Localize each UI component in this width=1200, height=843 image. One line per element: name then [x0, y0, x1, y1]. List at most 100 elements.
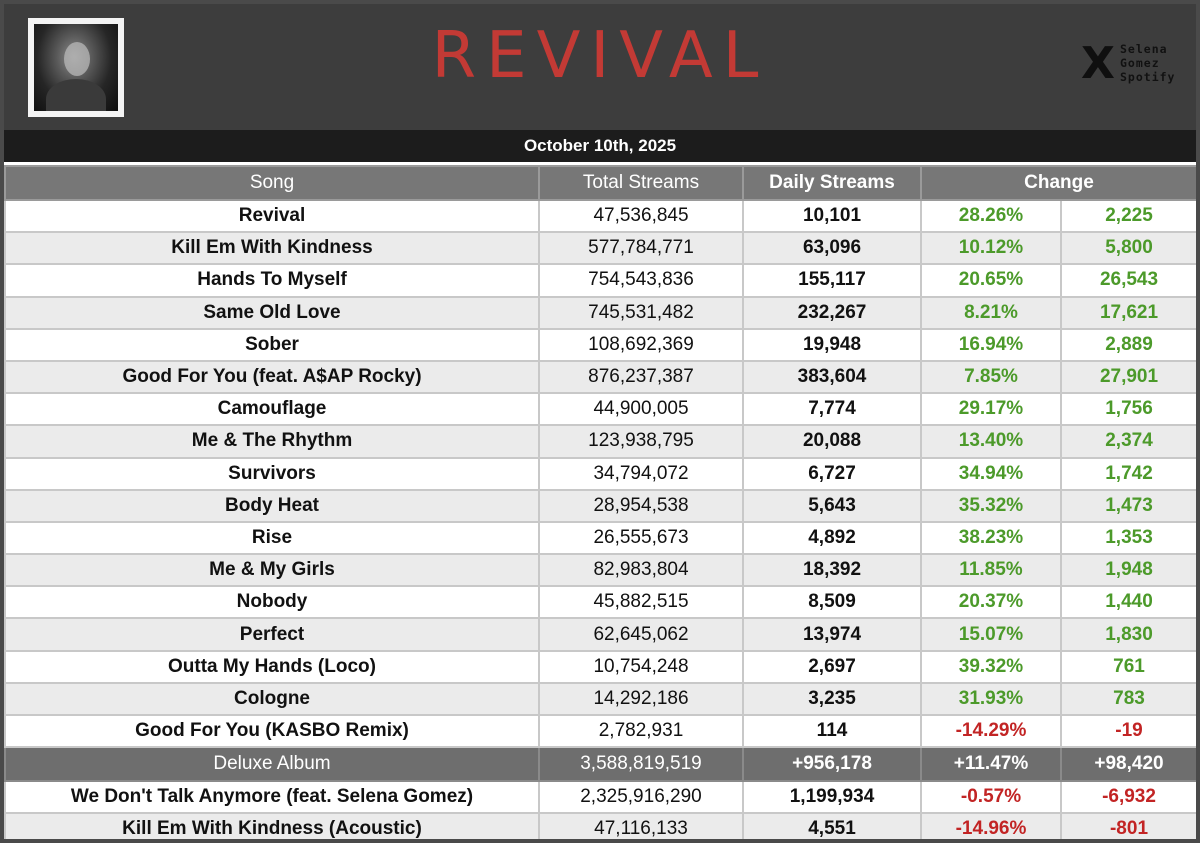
cell-total-streams: 34,794,072	[538, 456, 744, 491]
summary-row: Deluxe Album 3,588,819,519 +956,178 +11.47%…	[4, 746, 1196, 783]
photo-shoulders-shape	[46, 79, 106, 111]
cell-song: Kill Em With Kindness (Acoustic)	[4, 812, 540, 839]
cell-change-percent: -14.96%	[920, 812, 1062, 839]
cell-change-percent: 29.17%	[920, 392, 1062, 427]
cell-daily-streams: 155,117	[742, 263, 922, 298]
photo-face-shape	[64, 42, 90, 76]
cell-change-streams: 1,756	[1060, 392, 1196, 427]
cell-change-percent: +11.47%	[920, 746, 1062, 783]
cell-song: Camouflage	[4, 392, 540, 427]
column-header-total-streams: Total Streams	[538, 165, 744, 201]
cell-total-streams: 3,588,819,519	[538, 746, 744, 783]
cell-song: Good For You (feat. A$AP Rocky)	[4, 359, 540, 395]
cell-daily-streams: 18,392	[742, 553, 922, 588]
cell-change-streams: 1,440	[1060, 585, 1196, 620]
table-row: Me & The Rhythm 123,938,795 20,088 13.40% 2,…	[4, 424, 1196, 459]
brand-watermark: X Selena Gomez Spotify	[1080, 40, 1180, 94]
cell-change-streams: 26,543	[1060, 263, 1196, 298]
cell-change-percent: 20.37%	[920, 585, 1062, 620]
cell-total-streams: 82,983,804	[538, 553, 744, 588]
cell-daily-streams: 114	[742, 713, 922, 749]
table-row: Sober 108,692,369 19,948 16.94% 2,889	[4, 327, 1196, 362]
cell-change-percent: 7.85%	[920, 359, 1062, 395]
cell-total-streams: 10,754,248	[538, 649, 744, 684]
cell-daily-streams: 1,199,934	[742, 780, 922, 815]
cell-change-streams: 1,742	[1060, 456, 1196, 491]
cell-daily-streams: 19,948	[742, 327, 922, 362]
cell-change-streams: 1,353	[1060, 520, 1196, 556]
cell-total-streams: 45,882,515	[538, 585, 744, 620]
cell-change-percent: 20.65%	[920, 263, 1062, 298]
cell-change-streams: 1,473	[1060, 488, 1196, 523]
cell-change-streams: 761	[1060, 649, 1196, 684]
cell-song: Deluxe Album	[4, 746, 540, 783]
table-header-row: Song Total Streams Daily Streams Change	[4, 165, 1196, 201]
cell-song: Survivors	[4, 456, 540, 491]
cell-song: Me & My Girls	[4, 553, 540, 588]
cell-daily-streams: 8,509	[742, 585, 922, 620]
cell-total-streams: 47,536,845	[538, 198, 744, 234]
brand-line-artist-last: Gomez	[1120, 56, 1160, 70]
cell-total-streams: 28,954,538	[538, 488, 744, 523]
table-row: Outta My Hands (Loco) 10,754,248 2,697 39.3…	[4, 649, 1196, 684]
cell-change-streams: 1,948	[1060, 553, 1196, 588]
cell-daily-streams: 20,088	[742, 424, 922, 459]
cell-total-streams: 62,645,062	[538, 617, 744, 652]
cell-change-percent: 35.32%	[920, 488, 1062, 523]
cell-change-percent: 31.93%	[920, 681, 1062, 717]
cell-change-percent: 8.21%	[920, 295, 1062, 330]
cell-total-streams: 2,325,916,290	[538, 780, 744, 815]
report-date: October 10th, 2025	[4, 130, 1196, 162]
cell-change-percent: -0.57%	[920, 780, 1062, 815]
cell-song: Same Old Love	[4, 295, 540, 330]
cell-daily-streams: 5,643	[742, 488, 922, 523]
table-row: Good For You (feat. A$AP Rocky) 876,237,3…	[4, 359, 1196, 395]
streams-table: Song Total Streams Daily Streams Change …	[4, 165, 1196, 839]
cell-change-streams: 2,374	[1060, 424, 1196, 459]
table-row: Body Heat 28,954,538 5,643 35.32% 1,473	[4, 488, 1196, 523]
cell-change-percent: 13.40%	[920, 424, 1062, 459]
cell-total-streams: 108,692,369	[538, 327, 744, 362]
cell-total-streams: 26,555,673	[538, 520, 744, 556]
cell-song: Nobody	[4, 585, 540, 620]
cell-song: Body Heat	[4, 488, 540, 523]
cell-daily-streams: +956,178	[742, 746, 922, 783]
cell-change-streams: 17,621	[1060, 295, 1196, 330]
artist-photo	[34, 24, 118, 111]
cell-change-percent: 28.26%	[920, 198, 1062, 234]
brand-line-platform: Spotify	[1120, 70, 1176, 84]
cell-total-streams: 754,543,836	[538, 263, 744, 298]
cell-change-percent: 34.94%	[920, 456, 1062, 491]
cell-song: Sober	[4, 327, 540, 362]
cell-change-streams: -6,932	[1060, 780, 1196, 815]
table-row: Me & My Girls 82,983,804 18,392 11.85% 1,948	[4, 553, 1196, 588]
cell-daily-streams: 232,267	[742, 295, 922, 330]
cell-change-streams: -801	[1060, 812, 1196, 839]
table-row: Nobody 45,882,515 8,509 20.37% 1,440	[4, 585, 1196, 620]
table-row: Same Old Love 745,531,482 232,267 8.21% 17,6…	[4, 295, 1196, 330]
table-row: Hands To Myself 754,543,836 155,117 20.65% 2…	[4, 263, 1196, 298]
table-row: Survivors 34,794,072 6,727 34.94% 1,742	[4, 456, 1196, 491]
cell-change-streams: 5,800	[1060, 231, 1196, 266]
cell-song: We Don't Talk Anymore (feat. Selena Gome…	[4, 780, 540, 815]
cell-change-streams: 2,225	[1060, 198, 1196, 234]
cell-daily-streams: 7,774	[742, 392, 922, 427]
cell-change-percent: 39.32%	[920, 649, 1062, 684]
cell-song: Perfect	[4, 617, 540, 652]
cell-change-streams: +98,420	[1060, 746, 1196, 783]
cell-song: Good For You (KASBO Remix)	[4, 713, 540, 749]
table-body: Revival 47,536,845 10,101 28.26% 2,225 Kill E…	[4, 198, 1196, 839]
cell-change-percent: 11.85%	[920, 553, 1062, 588]
cell-song: Hands To Myself	[4, 263, 540, 298]
cell-change-percent: 10.12%	[920, 231, 1062, 266]
album-cover-image	[28, 18, 124, 117]
cell-total-streams: 47,116,133	[538, 812, 744, 839]
cell-song: Outta My Hands (Loco)	[4, 649, 540, 684]
cell-total-streams: 123,938,795	[538, 424, 744, 459]
cell-change-streams: 783	[1060, 681, 1196, 717]
cell-total-streams: 14,292,186	[538, 681, 744, 717]
cell-change-percent: 16.94%	[920, 327, 1062, 362]
cell-total-streams: 44,900,005	[538, 392, 744, 427]
brand-line-artist-first: Selena	[1120, 42, 1168, 56]
